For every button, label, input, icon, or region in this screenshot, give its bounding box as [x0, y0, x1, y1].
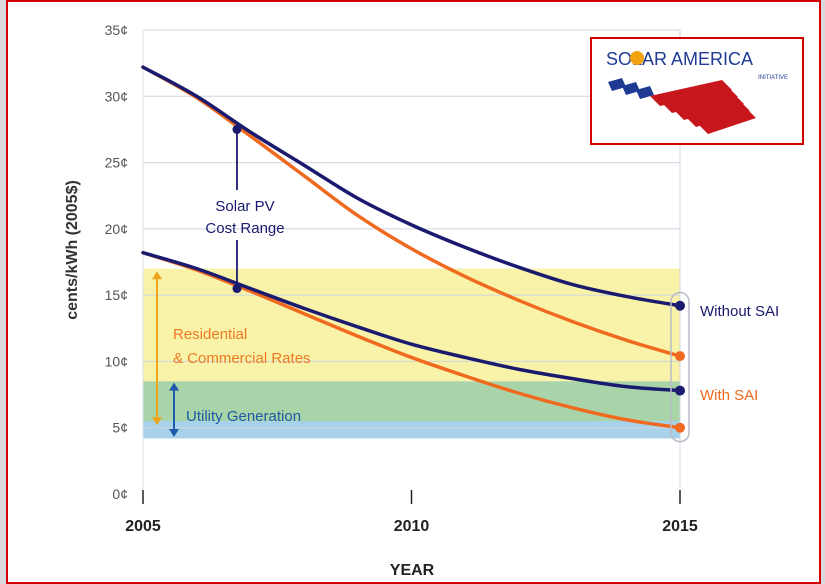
pv-range-marker-bottom	[232, 284, 242, 294]
residential-range-arrow-head-top	[152, 271, 162, 280]
x-tick-label-0: 2005	[125, 518, 161, 535]
logo-ray-navy-2	[636, 86, 654, 99]
y-tick-label-6: 30¢	[105, 88, 128, 104]
axes: 0¢ 5¢ 10¢ 15¢ 20¢ 25¢ 30¢ 35¢ 2005 2010 2015	[105, 22, 698, 535]
x-tick-label-1: 2010	[394, 518, 430, 535]
end-range-capsule	[670, 291, 690, 443]
logo-ray-red-1	[662, 87, 738, 113]
end-marker-0	[675, 300, 685, 311]
pv-range-label-line1: Solar PV	[215, 198, 274, 215]
logo-title: SOLAR AMERICA	[606, 49, 753, 69]
residential-range-arrow-head-bottom	[152, 417, 162, 426]
annotations: Solar PV Cost Range Residential & Commer…	[152, 124, 779, 437]
residential-label-line1: Residential	[173, 326, 247, 343]
utility-range-arrow-head-bottom	[169, 428, 179, 437]
logo-sun	[630, 51, 644, 65]
y-axis-label: cents/kWh (2005$)	[64, 180, 81, 320]
y-tick-label-3: 15¢	[105, 287, 128, 303]
y-tick-label-1: 5¢	[112, 420, 128, 436]
solar-america-logo: SOLAR AMERICA INITIATIVE	[590, 37, 804, 145]
logo-ray-navy-1	[622, 82, 640, 95]
y-tick-label-4: 20¢	[105, 221, 128, 237]
y-tick-label-2: 10¢	[105, 353, 128, 369]
series-line-lower-without-sai	[141, 250, 682, 393]
logo-ray-navy-0	[608, 78, 626, 91]
utility-range-arrow-head-top	[169, 382, 179, 391]
end-marker-2	[675, 385, 685, 396]
y-tick-label-0: 0¢	[112, 486, 128, 502]
logo-sun-rays	[608, 51, 756, 134]
residential-label-line2: & Commercial Rates	[173, 350, 311, 367]
pv-range-marker-top	[232, 124, 242, 134]
x-axis-label: YEAR	[390, 562, 435, 579]
series-line-upper-with-sai	[141, 65, 682, 358]
logo-subtitle: INITIATIVE	[758, 75, 788, 81]
logo-ray-red-4	[698, 108, 756, 134]
end-marker-1	[675, 351, 685, 362]
series-line-upper-without-sai	[141, 65, 682, 308]
x-tick-label-2: 2015	[662, 518, 698, 535]
logo-ray-red-0	[650, 80, 732, 106]
logo-ray-red-3	[686, 101, 750, 127]
band-2	[143, 421, 680, 439]
without-sai-label: Without SAI	[700, 303, 779, 320]
with-sai-label: With SAI	[700, 387, 758, 404]
logo-ray-red-2	[674, 94, 744, 120]
end-marker-3	[675, 422, 685, 433]
pv-range-label-line2: Cost Range	[205, 220, 284, 237]
y-tick-label-7: 35¢	[105, 22, 128, 38]
utility-generation-label: Utility Generation	[186, 408, 301, 425]
grid-lines	[143, 29, 681, 494]
y-tick-label-5: 25¢	[105, 155, 128, 171]
